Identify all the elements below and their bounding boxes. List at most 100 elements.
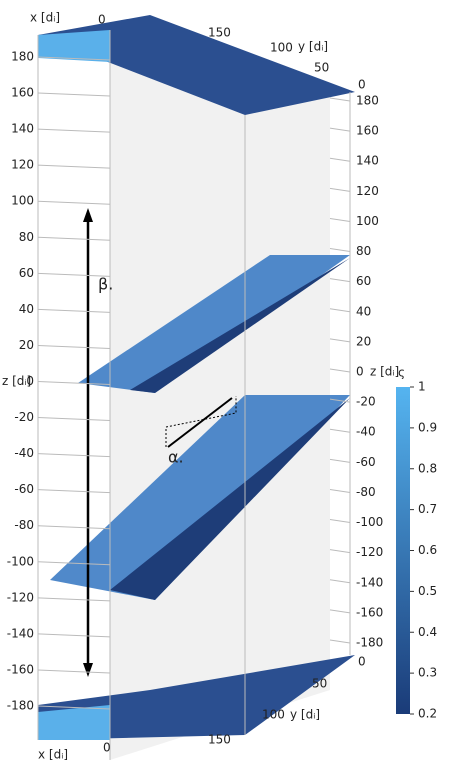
- colorbar-tick-label: 0.3: [418, 666, 437, 680]
- grid-line: [330, 459, 350, 462]
- y-tick-label: 0: [358, 78, 366, 92]
- page: β. α. x [dᵢ] 0 150 100 y [dᵢ] 50 0 0 50 …: [0, 0, 450, 777]
- grid-line: [38, 201, 110, 204]
- z-tick-label: -140: [356, 575, 383, 589]
- axis-label: x [dᵢ]: [30, 11, 60, 25]
- z-tick-label: -140: [7, 626, 34, 640]
- z-tick-label: 0: [356, 365, 364, 379]
- grid-line: [330, 369, 350, 372]
- grid-line: [330, 550, 350, 553]
- grid-line: [38, 165, 110, 168]
- z-tick-label: 80: [356, 244, 371, 258]
- y-tick-label: 50: [314, 61, 329, 75]
- grid-line: [330, 128, 350, 131]
- z-tick-label: -180: [7, 699, 34, 713]
- figure: β. α. x [dᵢ] 0 150 100 y [dᵢ] 50 0 0 50 …: [0, 0, 450, 773]
- annotation: α.: [168, 448, 184, 467]
- y-tick-label: 0: [358, 655, 366, 669]
- z-tick-label: 40: [19, 302, 34, 316]
- z-tick-label: 20: [19, 338, 34, 352]
- colorbar-tick-label: 0.6: [418, 543, 437, 557]
- z-tick-label: 140: [11, 122, 34, 136]
- grid-line: [330, 279, 350, 282]
- z-tick-label: 40: [356, 304, 371, 318]
- z-tick-label: -80: [356, 485, 376, 499]
- z-tick-label: 60: [356, 274, 371, 288]
- z-tick-label: 180: [356, 94, 379, 108]
- grid-line: [38, 129, 110, 132]
- z-tick-label: -40: [14, 446, 34, 460]
- z-tick-label: 120: [11, 158, 34, 172]
- grid-line: [38, 670, 110, 673]
- grid-line: [330, 158, 350, 161]
- grid-line: [330, 610, 350, 613]
- grid-line: [330, 339, 350, 342]
- z-tick-label: -60: [356, 455, 376, 469]
- grid-line: [330, 188, 350, 191]
- z-tick-label: -20: [14, 410, 34, 424]
- z-tick-label: -100: [7, 554, 34, 568]
- annotation: β.: [98, 275, 113, 294]
- z-tick-label: -160: [7, 662, 34, 676]
- beta-arrowhead: [83, 663, 93, 677]
- z-tick-label: 120: [356, 184, 379, 198]
- x-tick-label: 0: [103, 741, 111, 755]
- z-tick-label: -100: [356, 515, 383, 529]
- grid-line: [38, 634, 110, 637]
- z-tick-label: 80: [19, 230, 34, 244]
- colorbar-tick-label: 0.8: [418, 461, 437, 475]
- y-tick-label: 50: [312, 677, 327, 691]
- z-tick-label: -180: [356, 636, 383, 650]
- grid-line: [38, 418, 110, 421]
- colorbar-tick-label: 0.4: [418, 625, 437, 639]
- grid-line: [38, 237, 110, 240]
- x-tick-label: 150: [208, 733, 231, 747]
- grid-line: [38, 93, 110, 96]
- z-tick-label: 0: [26, 374, 34, 388]
- grid-line: [38, 345, 110, 348]
- z-tick-label: -120: [356, 545, 383, 559]
- grid-line: [330, 640, 350, 643]
- colorbar-tick-label: 0.7: [418, 502, 437, 516]
- z-tick-label: 160: [11, 86, 34, 100]
- axis-label: x [dᵢ]: [38, 748, 68, 762]
- grid-line: [330, 98, 350, 101]
- z-tick-label: -60: [14, 482, 34, 496]
- z-tick-label: -80: [14, 518, 34, 532]
- z-tick-label: -120: [7, 590, 34, 604]
- axis-label: y [dᵢ]: [298, 40, 328, 54]
- grid-line: [330, 309, 350, 312]
- z-tick-label: 20: [356, 334, 371, 348]
- axis-label: y [dᵢ]: [290, 708, 320, 722]
- y-tick-label: 100: [270, 41, 293, 55]
- grid-line: [330, 218, 350, 221]
- y-tick-label: 100: [262, 708, 285, 722]
- z-tick-label: 100: [11, 194, 34, 208]
- z-tick-label: 140: [356, 154, 379, 168]
- grid-line: [330, 580, 350, 583]
- z-tick-label: 60: [19, 266, 34, 280]
- axis-label: z [dᵢ]: [370, 365, 399, 379]
- z-tick-label: 180: [11, 50, 34, 64]
- grid-line: [38, 454, 110, 457]
- colorbar-tick-label: 0.2: [418, 707, 437, 721]
- z-tick-label: -40: [356, 425, 376, 439]
- grid-line: [38, 309, 110, 312]
- colorbar-tick-label: 0.5: [418, 584, 437, 598]
- z-tick-label: -20: [356, 395, 376, 409]
- z-tick-label: 100: [356, 214, 379, 228]
- grid-line: [38, 598, 110, 601]
- x-tick-label: 150: [208, 26, 231, 40]
- z-tick-label: -160: [356, 605, 383, 619]
- colorbar: [396, 387, 410, 714]
- grid-line: [330, 249, 350, 252]
- beta-arrowhead: [83, 208, 93, 222]
- z-tick-label: 160: [356, 124, 379, 138]
- grid-line: [38, 526, 110, 529]
- colorbar-tick-label: 0.9: [418, 420, 437, 434]
- grid-line: [330, 520, 350, 523]
- grid-line: [330, 429, 350, 432]
- colorbar-tick-label: 1: [418, 380, 426, 394]
- grid-line: [38, 490, 110, 493]
- grid-line: [330, 489, 350, 492]
